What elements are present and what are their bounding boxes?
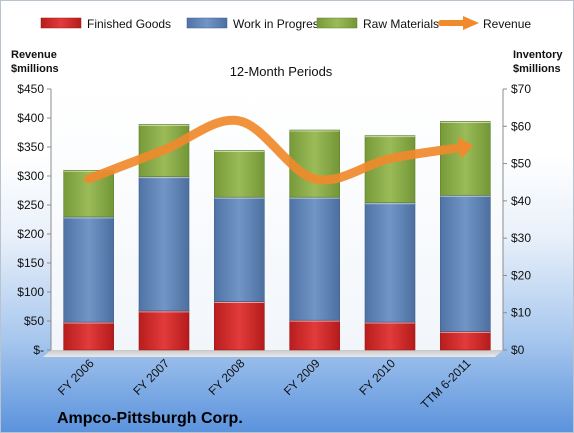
bar-work-in-progress (214, 196, 265, 302)
left-axis-tick-label: $200 (17, 227, 44, 241)
right-axis-tick-label: $40 (511, 194, 531, 208)
left-axis-tick-label: $300 (17, 169, 44, 183)
left-axis-title-line2: $millions (11, 63, 59, 75)
bar-raw-materials (440, 121, 491, 196)
right-axis-tick-label: $0 (511, 343, 525, 357)
left-axis-tick-label: $100 (17, 285, 44, 299)
right-axis-tick-label: $30 (511, 231, 531, 245)
bar-finished-goods (138, 310, 190, 351)
revenue-arrowhead (457, 137, 474, 159)
right-axis-tick-label: $70 (511, 82, 531, 96)
left-axis-tick-label: $150 (17, 256, 44, 270)
right-axis-title-line1: Inventory (513, 49, 563, 61)
chart-title: 12-Month Periods (230, 64, 333, 79)
legend-label-revenue: Revenue (483, 17, 531, 31)
company-name: Ampco-Pittsburgh Corp. (57, 410, 243, 427)
revenue-line (84, 115, 470, 185)
legend-swatch-raw-materials (316, 17, 358, 29)
right-axis-tick-label: $60 (511, 119, 531, 133)
bar-work-in-progress (138, 176, 190, 312)
bar-finished-goods (63, 321, 114, 351)
legend-label-raw-materials: Raw Materials (363, 17, 439, 31)
bar-finished-goods (214, 301, 265, 351)
bar-raw-materials (289, 129, 340, 198)
left-axis-tick-label: $- (33, 343, 44, 357)
legend-swatch-revenue (438, 16, 479, 30)
bar-raw-materials (214, 150, 265, 198)
plot-floor (43, 350, 503, 357)
bar-work-in-progress (440, 194, 491, 332)
bar-finished-goods (289, 319, 340, 351)
legend-swatch-finished-goods (40, 17, 82, 29)
x-axis-label: FY 2008 (206, 356, 248, 398)
legend-swatch-work-in-progress (186, 17, 228, 29)
plot-area (51, 89, 503, 350)
right-axis-title-line2: $millions (513, 63, 561, 75)
left-axis-tick-label: $450 (17, 82, 44, 96)
x-axis-label: FY 2006 (55, 356, 97, 398)
right-axis-tick-label: $10 (511, 306, 531, 320)
left-axis-tick-label: $400 (17, 111, 44, 125)
legend-label-finished-goods: Finished Goods (87, 17, 171, 31)
legend: Finished Goods Work in Progress Raw Mate… (40, 16, 531, 31)
legend-label-work-in-progress: Work in Progress (233, 17, 325, 31)
x-axis-label: FY 2009 (281, 356, 323, 398)
left-axis-title-line1: Revenue (11, 49, 57, 61)
left-axis-ticks: $- $50 $100 $150 $200 $250 $300 $350 $400 $450 (17, 82, 51, 357)
bar-finished-goods (440, 331, 491, 351)
bars (63, 121, 491, 351)
bar-raw-materials (364, 135, 416, 204)
x-axis-labels: FY 2006 FY 2007 FY 2008 FY 2009 FY 2010 TTM 6… (55, 356, 474, 412)
right-axis-tick-label: $20 (511, 268, 531, 282)
bar-work-in-progress (364, 202, 416, 323)
left-axis-tick-label: $350 (17, 140, 44, 154)
left-axis-tick-label: $50 (24, 314, 44, 328)
x-axis-label: TTM 6-2011 (418, 356, 474, 412)
x-axis-label: FY 2007 (130, 356, 172, 398)
right-axis-ticks: $0 $10 $20 $30 $40 $50 $60 $70 (503, 82, 531, 357)
revenue-line-group (84, 115, 474, 185)
bar-finished-goods (364, 321, 416, 351)
bar-work-in-progress (289, 196, 340, 321)
right-axis-tick-label: $50 (511, 157, 531, 171)
bar-work-in-progress (63, 216, 114, 323)
left-axis-tick-label: $250 (17, 198, 44, 212)
x-axis-label: FY 2010 (356, 356, 398, 398)
